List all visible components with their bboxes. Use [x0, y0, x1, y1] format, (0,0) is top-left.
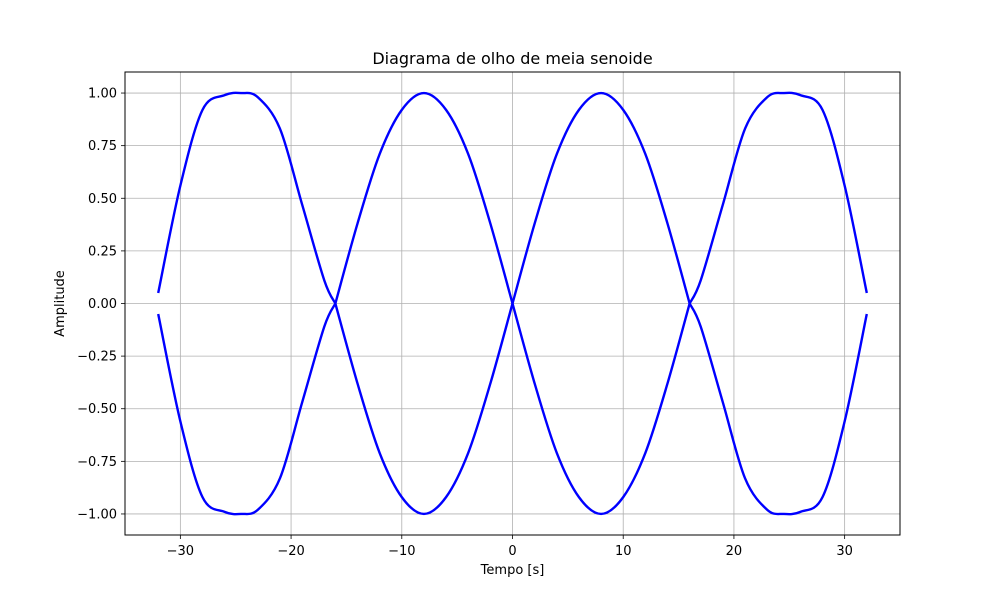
- y-tick-label: −0.75: [77, 455, 117, 470]
- series-line-6: [334, 303, 514, 516]
- y-tick-label: 0.50: [88, 192, 117, 207]
- x-tick-label: 30: [836, 544, 853, 559]
- y-tick-label: −1.00: [77, 507, 117, 522]
- y-tick-label: −0.50: [77, 402, 117, 417]
- y-tick-label: 0.00: [88, 297, 117, 312]
- y-tick-label: 1.00: [88, 87, 117, 102]
- y-tick-label: 0.75: [88, 139, 117, 154]
- x-tick-label: −10: [388, 544, 415, 559]
- x-axis-label: Tempo [s]: [480, 563, 545, 578]
- y-tick-label: 0.25: [88, 244, 117, 259]
- y-tick-label: −0.25: [77, 350, 117, 365]
- x-tick-label: 10: [615, 544, 632, 559]
- x-axis-ticks: −30 −20 −10 0 10 20 30: [167, 535, 853, 559]
- series-line-8: [688, 302, 868, 516]
- x-tick-label: −20: [277, 544, 304, 559]
- series-line-7: [511, 303, 691, 516]
- series-line-5: [157, 302, 337, 516]
- series-line-1: [157, 91, 337, 305]
- x-tick-label: −30: [167, 544, 194, 559]
- series-line-2: [334, 91, 514, 304]
- chart-title: Diagrama de olho de meia senoide: [372, 49, 652, 68]
- plot-traces: [157, 91, 868, 516]
- y-axis-label: Amplitude: [53, 270, 68, 337]
- x-tick-label: 20: [726, 544, 743, 559]
- y-axis-ticks: 1.00 0.75 0.50 0.25 0.00 −0.25 −0.50 −0.75 −1.00: [77, 87, 125, 522]
- series-line-3: [511, 91, 691, 304]
- grid: [125, 72, 900, 535]
- series-line-4: [688, 91, 868, 305]
- x-tick-label: 0: [508, 544, 516, 559]
